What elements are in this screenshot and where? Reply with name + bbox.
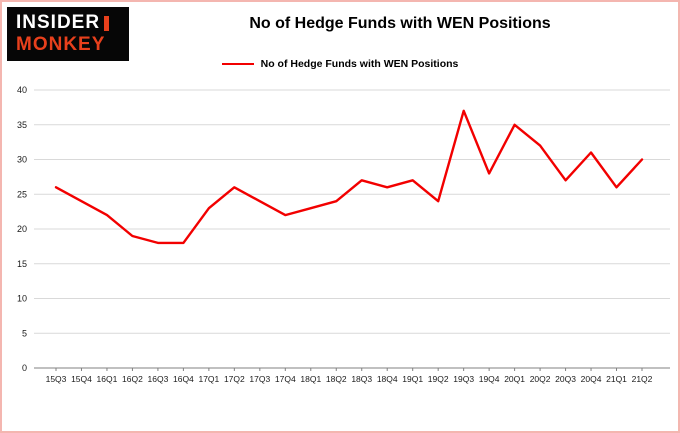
y-tick-label: 30 bbox=[17, 155, 27, 165]
x-tick-label: 21Q1 bbox=[606, 374, 627, 384]
x-tick-label: 19Q3 bbox=[453, 374, 474, 384]
x-tick-label: 18Q4 bbox=[377, 374, 398, 384]
x-tick-label: 19Q1 bbox=[402, 374, 423, 384]
x-tick-label: 19Q2 bbox=[428, 374, 449, 384]
line-chart: 0 5 10 15 20 25 30 35 40 15Q3 15Q4 16Q1 16Q2 16Q3 16Q4… bbox=[17, 85, 670, 384]
legend: No of Hedge Funds with WEN Positions bbox=[2, 58, 678, 70]
logo-text-monkey: MONKEY bbox=[16, 34, 106, 55]
y-tick-label: 20 bbox=[17, 224, 27, 234]
y-tick-label: 40 bbox=[17, 85, 27, 95]
series-line bbox=[54, 109, 644, 245]
x-tick-label: 18Q2 bbox=[326, 374, 347, 384]
x-tick-label: 16Q2 bbox=[122, 374, 143, 384]
x-tick-label: 18Q1 bbox=[300, 374, 321, 384]
x-tick-label: 20Q3 bbox=[555, 374, 576, 384]
legend-line-swatch bbox=[221, 63, 254, 65]
y-tick-label: 35 bbox=[17, 120, 27, 130]
y-tick-label: 10 bbox=[17, 294, 27, 304]
x-tick-label: 17Q4 bbox=[275, 374, 296, 384]
x-tick-label: 20Q2 bbox=[530, 374, 551, 384]
x-tick-label: 16Q4 bbox=[173, 374, 194, 384]
x-tick-label: 16Q3 bbox=[148, 374, 169, 384]
insider-monkey-logo: INSIDER MONKEY bbox=[7, 7, 129, 61]
x-tick-label: 18Q3 bbox=[351, 374, 372, 384]
x-tick-label: 20Q4 bbox=[581, 374, 602, 384]
x-tick-label: 19Q4 bbox=[479, 374, 500, 384]
logo-text-insider: INSIDER bbox=[16, 12, 129, 34]
x-tick-label: 17Q3 bbox=[249, 374, 270, 384]
x-tick-label: 16Q1 bbox=[97, 374, 118, 384]
y-tick-label: 5 bbox=[22, 328, 27, 338]
x-tick-label: 21Q2 bbox=[632, 374, 653, 384]
legend-label: No of Hedge Funds with WEN Positions bbox=[260, 58, 459, 70]
x-tick-label: 17Q1 bbox=[198, 374, 219, 384]
y-tick-label: 25 bbox=[17, 189, 27, 199]
y-tick-label: 0 bbox=[22, 363, 27, 373]
x-tick-label: 20Q1 bbox=[504, 374, 525, 384]
x-tick-label: 15Q3 bbox=[46, 374, 67, 384]
x-tick-label: 15Q4 bbox=[71, 374, 92, 384]
y-tick-label: 15 bbox=[17, 259, 27, 269]
chart-title: No of Hedge Funds with WEN Positions bbox=[249, 15, 551, 32]
x-tick-label: 17Q2 bbox=[224, 374, 245, 384]
